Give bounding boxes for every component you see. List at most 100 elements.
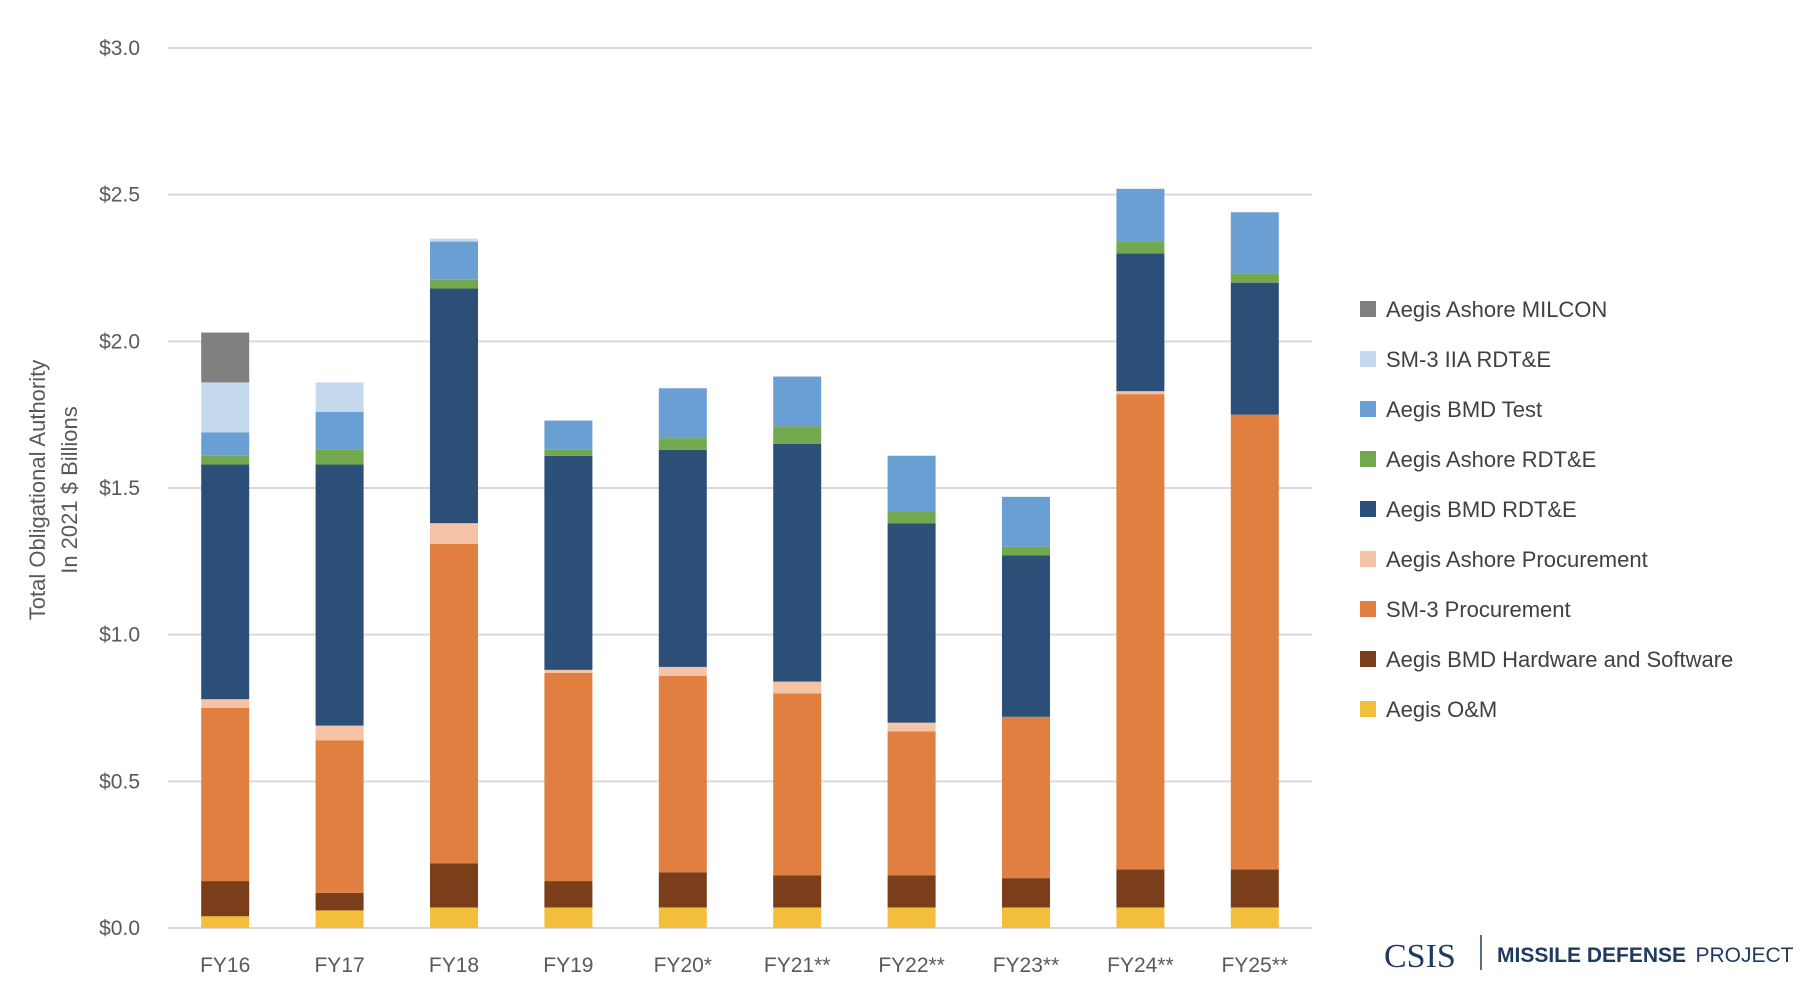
- bar-segment: [201, 432, 250, 456]
- bar-segment: [544, 420, 593, 450]
- bar-segment: [315, 740, 364, 893]
- bar-segment: [773, 426, 822, 444]
- legend-label: SM-3 IIA RDT&E: [1386, 347, 1551, 372]
- y-tick-label: $0.0: [99, 917, 140, 940]
- x-tick-label: FY24**: [1107, 954, 1174, 977]
- bar-segment: [1002, 546, 1050, 556]
- bar-segment: [887, 875, 936, 908]
- legend-label: Aegis Ashore RDT&E: [1386, 447, 1596, 472]
- bar-segment: [1116, 394, 1165, 870]
- legend-swatch: [1360, 501, 1376, 517]
- bar-segment: [201, 699, 250, 708]
- bar-segment: [658, 388, 707, 439]
- bar-segment: [201, 881, 250, 917]
- legend-label: Aegis BMD Hardware and Software: [1386, 647, 1733, 672]
- bar-segment: [1230, 212, 1279, 274]
- bar-segment: [1230, 282, 1279, 415]
- y-tick-label: $3.0: [99, 37, 140, 60]
- bar-segment: [658, 438, 707, 450]
- legend-swatch: [1360, 451, 1376, 467]
- bar-segment: [1002, 907, 1050, 928]
- x-tick-label: FY22**: [878, 954, 945, 977]
- bar-segment: [658, 872, 707, 908]
- bar-segment: [1002, 878, 1050, 908]
- y-tick-label: $2.5: [99, 184, 140, 207]
- legend-label: Aegis O&M: [1386, 697, 1497, 722]
- legend-swatch: [1360, 551, 1376, 567]
- bar-segment: [658, 675, 707, 873]
- logo-project-text: MISSILE DEFENSE PROJECT: [1497, 944, 1794, 967]
- x-tick-label: FY23**: [993, 954, 1060, 977]
- legend-swatch: [1360, 701, 1376, 717]
- bar-segment: [430, 288, 478, 524]
- bar-segment: [315, 725, 364, 741]
- logo-project-rest: PROJECT: [1695, 944, 1793, 967]
- bar-segment: [887, 455, 936, 512]
- bar-segment: [1230, 869, 1279, 908]
- x-axis-ticks: FY16 FY17 FY18 FY19 FY20* FY21** FY22** FY23** F…: [200, 954, 1288, 977]
- bar-segment: [201, 382, 250, 433]
- x-tick-label: FY20*: [654, 954, 712, 977]
- bar-segment: [544, 672, 593, 882]
- y-tick-label: $0.5: [99, 770, 140, 793]
- bar-segment: [430, 238, 478, 242]
- bar-segment: [430, 863, 478, 908]
- bar-segment: [887, 907, 936, 928]
- bar-segment: [201, 332, 250, 383]
- bar-segment: [1116, 869, 1165, 908]
- legend-swatch: [1360, 351, 1376, 367]
- bar-segment: [887, 722, 936, 732]
- y-axis-title-line-2: In 2021 $ Billions: [57, 406, 82, 574]
- bar-segment: [201, 708, 250, 882]
- bar-segment: [315, 464, 364, 726]
- bar-segment: [773, 444, 822, 682]
- bar-segment: [1230, 273, 1279, 283]
- bar-segment: [1116, 241, 1165, 254]
- x-tick-label: FY18: [429, 954, 479, 977]
- bar-segment: [658, 907, 707, 928]
- bar-segment: [1230, 907, 1279, 928]
- legend-label: Aegis BMD Test: [1386, 397, 1542, 422]
- bar-segment: [1002, 555, 1050, 717]
- bar-segment: [1116, 253, 1165, 392]
- bar-segment: [430, 523, 478, 544]
- bar-segment: [430, 241, 478, 280]
- bar-segment: [315, 449, 364, 465]
- bar-segment: [430, 543, 478, 864]
- y-axis-ticks: $0.0 $0.5 $1.0 $1.5 $2.0 $2.5 $3.0: [99, 37, 140, 940]
- bars: [201, 188, 1279, 928]
- bar-segment: [315, 910, 364, 928]
- legend-swatch: [1360, 651, 1376, 667]
- bar-segment: [887, 523, 936, 723]
- bar-segment: [430, 907, 478, 928]
- y-axis-title: Total Obligational Authority In 2021 $ B…: [25, 360, 82, 621]
- bar-segment: [201, 455, 250, 465]
- y-tick-label: $2.0: [99, 330, 140, 353]
- bar-segment: [1116, 391, 1165, 395]
- x-tick-label: FY19: [543, 954, 593, 977]
- bar-segment: [544, 881, 593, 908]
- x-tick-label: FY17: [314, 954, 364, 977]
- legend-swatch: [1360, 301, 1376, 317]
- bar-segment: [773, 681, 822, 694]
- bar-segment: [430, 279, 478, 289]
- bar-segment: [315, 411, 364, 450]
- y-tick-label: $1.5: [99, 477, 140, 500]
- legend: Aegis Ashore MILCON SM-3 IIA RDT&E Aegis B…: [1360, 297, 1733, 722]
- legend-swatch: [1360, 601, 1376, 617]
- bar-segment: [201, 464, 250, 700]
- legend-label: Aegis Ashore MILCON: [1386, 297, 1607, 322]
- bar-segment: [544, 669, 593, 673]
- bar-segment: [1116, 907, 1165, 928]
- bar-segment: [315, 892, 364, 911]
- legend-swatch: [1360, 401, 1376, 417]
- bar-segment: [658, 449, 707, 667]
- bar-segment: [658, 666, 707, 676]
- y-axis-title-line-1: Total Obligational Authority: [25, 360, 50, 621]
- bar-segment: [773, 693, 822, 876]
- y-tick-label: $1.0: [99, 624, 140, 647]
- csis-logo: CSIS MISSILE DEFENSE PROJECT: [1384, 935, 1794, 975]
- bar-segment: [773, 907, 822, 928]
- bar-segment: [544, 907, 593, 928]
